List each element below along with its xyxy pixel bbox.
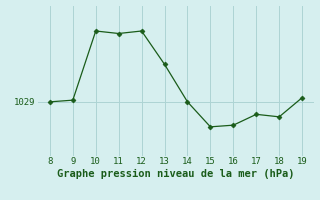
X-axis label: Graphe pression niveau de la mer (hPa): Graphe pression niveau de la mer (hPa) (57, 169, 295, 179)
